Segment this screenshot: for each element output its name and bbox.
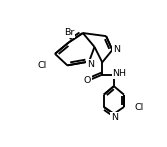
- Text: Cl: Cl: [135, 103, 144, 112]
- Text: N: N: [111, 113, 118, 122]
- Text: N: N: [113, 45, 120, 54]
- Text: N: N: [87, 60, 94, 69]
- Text: Br: Br: [64, 28, 74, 37]
- Text: Cl: Cl: [38, 61, 47, 70]
- Text: NH: NH: [112, 69, 126, 78]
- Text: O: O: [84, 76, 91, 85]
